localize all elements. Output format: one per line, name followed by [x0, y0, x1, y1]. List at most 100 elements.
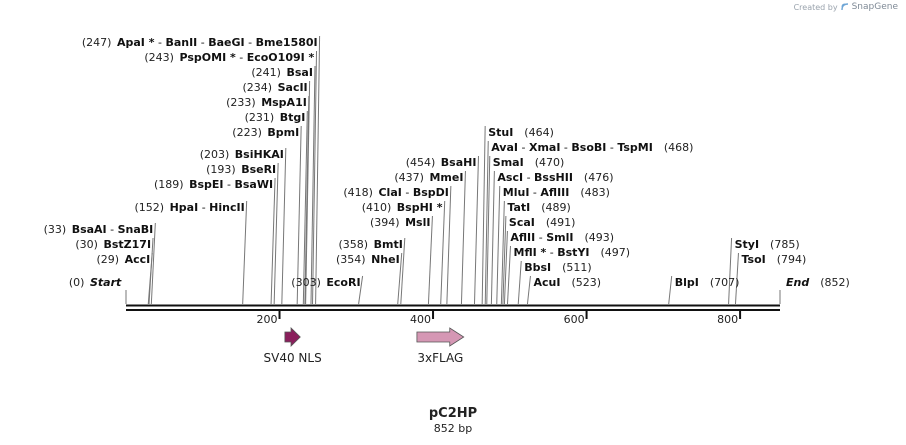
- feature-3xflag[interactable]: 3xFLAG: [416, 327, 465, 365]
- site-label-bseri[interactable]: (193) BseRI: [206, 163, 276, 176]
- position-label: (489): [541, 201, 571, 214]
- spacer: [573, 171, 584, 184]
- credit-brand: SnapGene: [851, 2, 898, 12]
- site-label-text: (437) MmeI: [394, 171, 463, 184]
- site-label-mlui[interactable]: MluI - AflIII (483): [503, 186, 610, 199]
- position-label: (33): [44, 223, 67, 236]
- site-label-mfli[interactable]: MflI * - BstYI (497): [514, 246, 631, 259]
- site-label-text: End (852): [786, 276, 850, 289]
- position-label: (410): [362, 201, 392, 214]
- leader-line-bsahi: [473, 155, 479, 305]
- enzyme-name: AccI: [125, 253, 151, 266]
- enzyme-name: SnaBI: [118, 223, 154, 236]
- site-label-stui[interactable]: StuI (464): [488, 126, 554, 139]
- position-label: (470): [535, 156, 565, 169]
- site-label-blpi[interactable]: BlpI (707): [675, 276, 740, 289]
- leader-line-aflii: [503, 230, 508, 305]
- site-label-msli[interactable]: (394) MslI: [370, 216, 430, 229]
- site-label-acui[interactable]: AcuI (523): [534, 276, 602, 289]
- enzyme-name: BtgI: [280, 111, 306, 124]
- position-label: (189): [154, 178, 184, 191]
- enzyme-name: EcoRI: [326, 276, 360, 289]
- site-label-acci[interactable]: (29) AccI: [97, 253, 151, 266]
- site-label-text: BlpI (707): [675, 276, 740, 289]
- spacer: [524, 156, 535, 169]
- position-label: (454): [406, 156, 436, 169]
- leader-line-hpai: [242, 200, 248, 305]
- site-label-text: (247) ApaI * - BanII - BaeGI - Bme1580I: [82, 36, 318, 49]
- enzyme-name: MluI: [503, 186, 530, 199]
- site-label-scai[interactable]: ScaI (491): [509, 216, 576, 229]
- site-label-text: AflII - SmlI (493): [510, 231, 614, 244]
- site-label-nhei[interactable]: (354) NheI: [336, 253, 400, 266]
- site-label-apai[interactable]: (247) ApaI * - BanII - BaeGI - Bme1580I: [82, 36, 318, 49]
- site-label-sacii[interactable]: (234) SacII: [243, 81, 308, 94]
- site-label-btgi[interactable]: (231) BtgI: [245, 111, 306, 124]
- site-label-text: (152) HpaI - HincII: [135, 201, 245, 214]
- enzyme-name: AflII: [510, 231, 535, 244]
- enzyme-name: SmaI: [493, 156, 524, 169]
- position-label: (223): [232, 126, 262, 139]
- enzyme-name: ClaI: [378, 186, 401, 199]
- site-label-mspa1i[interactable]: (233) MspA1I: [226, 96, 307, 109]
- position-label: (511): [562, 261, 592, 274]
- site-label-styi[interactable]: StyI (785): [735, 238, 800, 251]
- leader-line-bpmi: [296, 125, 302, 305]
- site-label-end[interactable]: End (852): [786, 276, 850, 289]
- site-label-asci[interactable]: AscI - BssHII (476): [497, 171, 613, 184]
- enzyme-name: BmtI: [374, 238, 403, 251]
- leader-line-styi: [728, 237, 733, 305]
- site-label-smai[interactable]: SmaI (470): [493, 156, 565, 169]
- site-label-bspei[interactable]: (189) BspEI - BsaWI: [154, 178, 273, 191]
- enzyme-name: BsiHKAI: [235, 148, 284, 161]
- site-label-tsoi[interactable]: TsoI (794): [742, 253, 807, 266]
- site-label-text: (243) PspOMI * - EcoO109I *: [144, 51, 314, 64]
- position-label: (152): [135, 201, 165, 214]
- site-label-pspomi[interactable]: (243) PspOMI * - EcoO109I *: [144, 51, 314, 64]
- enzyme-name: ScaI: [509, 216, 535, 229]
- site-label-aflii[interactable]: AflII - SmlI (493): [510, 231, 614, 244]
- site-label-hpai[interactable]: (152) HpaI - HincII: [135, 201, 245, 214]
- position-label: (707): [710, 276, 740, 289]
- position-label: (233): [226, 96, 256, 109]
- site-label-bstz17i[interactable]: (30) BstZ17I: [75, 238, 151, 251]
- name-separator: -: [518, 141, 529, 154]
- site-label-bsphi[interactable]: (410) BspHI *: [362, 201, 443, 214]
- site-label-tati[interactable]: TatI (489): [507, 201, 570, 214]
- leader-line-avai: [484, 140, 489, 305]
- leader-line-mfli: [507, 245, 511, 305]
- site-label-start[interactable]: (0) Start: [69, 276, 122, 289]
- site-label-text: ScaI (491): [509, 216, 576, 229]
- snapgene-logo-icon: [840, 3, 848, 11]
- enzyme-name: Bme1580I: [256, 36, 318, 49]
- site-label-text: AvaI - XmaI - BsoBI - TspMI (468): [491, 141, 693, 154]
- site-label-bmti[interactable]: (358) BmtI: [339, 238, 403, 251]
- leader-line-smai: [486, 155, 491, 305]
- leader-line-mspa1i: [304, 95, 310, 305]
- site-label-bpmi[interactable]: (223) BpmI: [232, 126, 299, 139]
- feature-sv40-nls[interactable]: SV40 NLS: [264, 327, 322, 365]
- site-label-text: (30) BstZ17I: [75, 238, 151, 251]
- position-label: (358): [339, 238, 369, 251]
- name-separator: -: [224, 178, 235, 191]
- end-label: End: [786, 276, 809, 289]
- enzyme-name: BsoBI: [571, 141, 606, 154]
- leader-line-blpi: [668, 275, 673, 305]
- site-label-bsaai[interactable]: (33) BsaAI - SnaBI: [44, 223, 154, 236]
- leader-line-mmei: [460, 170, 466, 305]
- site-label-avai[interactable]: AvaI - XmaI - BsoBI - TspMI (468): [491, 141, 693, 154]
- site-label-text: StuI (464): [488, 126, 554, 139]
- site-label-bsahi[interactable]: (454) BsaHI: [406, 156, 477, 169]
- feature-label: 3xFLAG: [417, 351, 463, 365]
- site-label-text: (410) BspHI *: [362, 201, 443, 214]
- site-label-bsihkai[interactable]: (203) BsiHKAI: [200, 148, 284, 161]
- site-label-bbsi[interactable]: BbsI (511): [524, 261, 592, 274]
- site-label-clai[interactable]: (418) ClaI - BspDI: [343, 186, 448, 199]
- enzyme-name: MflI *: [514, 246, 547, 259]
- name-separator: -: [546, 246, 557, 259]
- site-label-ecori[interactable]: (303) EcoRI: [291, 276, 360, 289]
- site-label-bsai[interactable]: (241) BsaI: [251, 66, 313, 79]
- site-label-mmei[interactable]: (437) MmeI: [394, 171, 463, 184]
- position-label: (785): [770, 238, 800, 251]
- position-label: (437): [394, 171, 424, 184]
